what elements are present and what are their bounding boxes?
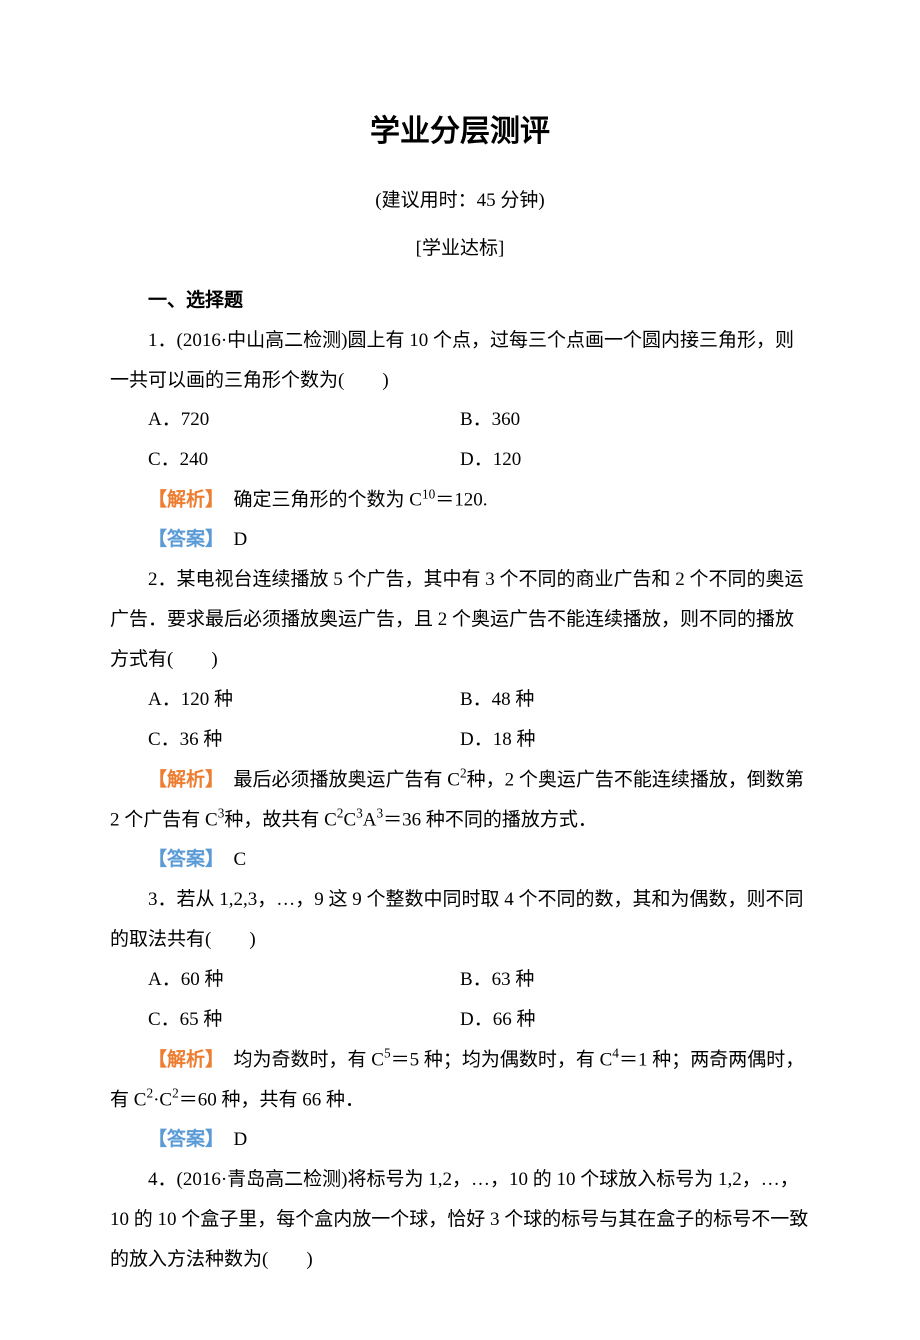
page-title: 学业分层测评 (110, 100, 810, 163)
q2-analysis: 【解析】 最后必须播放奥运广告有 C2种，2 个奥运广告不能连续播放，倒数第 2… (110, 760, 810, 840)
question-1-stem: 1．(2016·中山高二检测)圆上有 10 个点，过每三个点画一个圆内接三角形，… (110, 321, 810, 401)
q3-option-b: B．63 种 (460, 960, 810, 1000)
question-2-options-row1: A．120 种 B．48 种 (110, 680, 810, 720)
q3-option-a: A．60 种 (110, 960, 460, 1000)
q2-answer-value: C (215, 849, 247, 870)
analysis-label: 【解析】 (148, 490, 215, 511)
question-3-stem: 3．若从 1,2,3，…，9 这 9 个整数中同时取 4 个不同的数，其和为偶数… (110, 880, 810, 960)
q3-option-c: C．65 种 (110, 1000, 460, 1040)
q1-analysis: 【解析】 确定三角形的个数为 C10＝120. (110, 480, 810, 520)
question-3-options-row2: C．65 种 D．66 种 (110, 1000, 810, 1040)
question-2-options-row2: C．36 种 D．18 种 (110, 720, 810, 760)
q1-option-d: D．120 (460, 440, 810, 480)
q3-analysis: 【解析】 均为奇数时，有 C5＝5 种；均为偶数时，有 C4＝1 种；两奇两偶时… (110, 1040, 810, 1120)
question-2-stem: 2．某电视台连续播放 5 个广告，其中有 3 个不同的商业广告和 2 个不同的奥… (110, 560, 810, 680)
question-4-stem: 4．(2016·青岛高二检测)将标号为 1,2，…，10 的 10 个球放入标号… (110, 1160, 810, 1280)
q2-option-d: D．18 种 (460, 720, 810, 760)
answer-label: 【答案】 (148, 529, 215, 550)
q1-option-c: C．240 (110, 440, 460, 480)
answer-label: 【答案】 (148, 849, 215, 870)
q1-option-b: B．360 (460, 400, 810, 440)
analysis-label: 【解析】 (148, 1049, 215, 1070)
question-3-options-row1: A．60 种 B．63 种 (110, 960, 810, 1000)
q1-option-a: A．720 (110, 400, 460, 440)
answer-label: 【答案】 (148, 1129, 215, 1150)
q3-answer-value: D (215, 1129, 248, 1150)
analysis-label: 【解析】 (148, 769, 215, 790)
q2-option-c: C．36 种 (110, 720, 460, 760)
section-label: [学业达标] (110, 229, 810, 269)
q1-answer: 【答案】 D (110, 520, 810, 560)
q3-option-d: D．66 种 (460, 1000, 810, 1040)
q2-option-a: A．120 种 (110, 680, 460, 720)
section-header: 一、选择题 (110, 281, 810, 321)
q1-answer-value: D (215, 529, 248, 550)
q3-answer: 【答案】 D (110, 1120, 810, 1160)
q1-analysis-text: 确定三角形的个数为 C10＝120. (215, 490, 488, 511)
q2-option-b: B．48 种 (460, 680, 810, 720)
q2-answer: 【答案】 C (110, 840, 810, 880)
question-1-options-row2: C．240 D．120 (110, 440, 810, 480)
subtitle: (建议用时：45 分钟) (110, 181, 810, 221)
question-1-options-row1: A．720 B．360 (110, 400, 810, 440)
